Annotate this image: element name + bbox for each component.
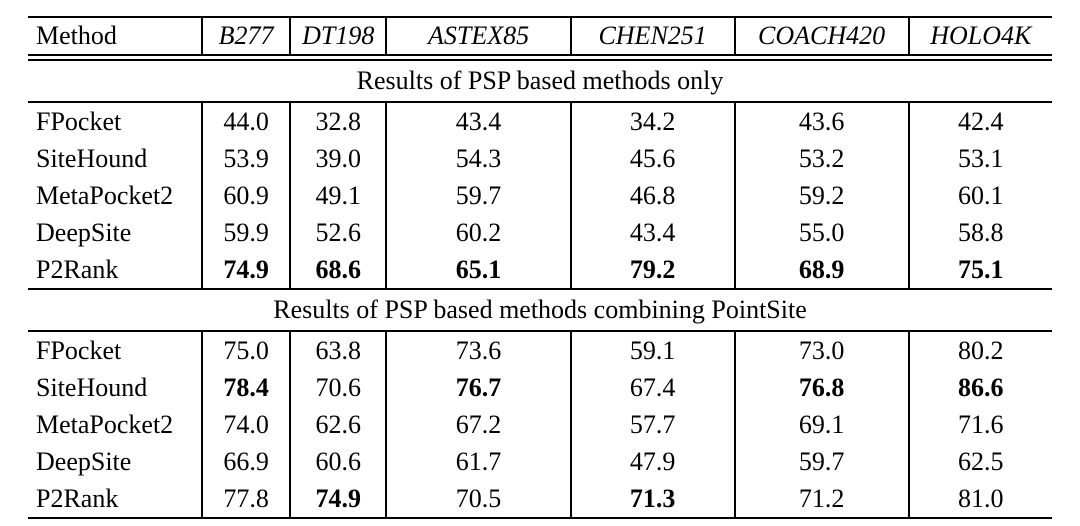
value-cell: 58.8	[907, 214, 1052, 251]
value-cell: 71.6	[907, 406, 1052, 443]
table-row: MetaPocket2 74.0 62.6 67.2 57.7 69.1 71.…	[28, 406, 1052, 443]
column-header-method: Method	[28, 17, 203, 61]
value-cell: 45.6	[569, 140, 735, 177]
value-cell: 80.2	[907, 331, 1052, 369]
value-cell: 60.1	[907, 177, 1052, 214]
value-cell: 59.1	[569, 331, 735, 369]
value-cell: 49.1	[289, 177, 387, 214]
table-header: Method B277 DT198 ASTEX85 CHEN251 COACH4…	[28, 17, 1052, 61]
table-row: FPocket 75.0 63.8 73.6 59.1 73.0 80.2	[28, 331, 1052, 369]
value-cell: 57.7	[569, 406, 735, 443]
section-title-row: Results of PSP based methods combining P…	[28, 288, 1052, 332]
value-cell: 76.7	[385, 369, 571, 406]
column-header-chen251: CHEN251	[569, 17, 735, 61]
value-cell: 44.0	[201, 102, 291, 140]
column-header-dt198: DT198	[289, 17, 387, 61]
method-name: DeepSite	[36, 218, 132, 247]
value-cell: 32.8	[289, 102, 387, 140]
value-cell: 59.9	[201, 214, 291, 251]
value-cell: 71.2	[733, 480, 909, 518]
value-cell: 67.4	[569, 369, 735, 406]
value-cell: 43.6	[733, 102, 909, 140]
value-cell: 74.9	[289, 480, 387, 518]
value-cell: 54.3	[385, 140, 571, 177]
value-cell: 59.7	[733, 443, 909, 480]
method-name: DeepSite	[36, 447, 132, 476]
value-cell: 74.9	[201, 251, 291, 289]
value-cell: 62.6	[289, 406, 387, 443]
value-cell: 53.9	[201, 140, 291, 177]
value-cell: 43.4	[385, 102, 571, 140]
value-cell: 63.8	[289, 331, 387, 369]
value-cell: 86.6	[907, 369, 1052, 406]
value-cell: 60.2	[385, 214, 571, 251]
method-name: P2Rank	[36, 484, 119, 513]
value-cell: 81.0	[907, 480, 1052, 518]
value-cell: 70.5	[385, 480, 571, 518]
value-cell: 70.6	[289, 369, 387, 406]
section-title-row: Results of PSP based methods only	[28, 56, 1052, 103]
value-cell: 75.0	[201, 331, 291, 369]
method-name: MetaPocket2	[36, 410, 174, 439]
value-cell: 75.1	[907, 251, 1052, 289]
value-cell: 59.7	[385, 177, 571, 214]
header-row: Method B277 DT198 ASTEX85 CHEN251 COACH4…	[28, 17, 1052, 61]
method-name: FPocket	[36, 107, 122, 136]
table-row: SiteHound 53.9 39.0 54.3 45.6 53.2 53.1	[28, 140, 1052, 177]
value-cell: 55.0	[733, 214, 909, 251]
method-name: MetaPocket2	[36, 181, 174, 210]
table-row: DeepSite 66.9 60.6 61.7 47.9 59.7 62.5	[28, 443, 1052, 480]
table-row: P2Rank 74.9 68.6 65.1 79.2 68.9 75.1	[28, 251, 1052, 289]
value-cell: 60.6	[289, 443, 387, 480]
method-name: P2Rank	[36, 255, 119, 284]
value-cell: 53.2	[733, 140, 909, 177]
value-cell: 60.9	[201, 177, 291, 214]
value-cell: 68.9	[733, 251, 909, 289]
value-cell: 53.1	[907, 140, 1052, 177]
value-cell: 67.2	[385, 406, 571, 443]
results-table-container: Method B277 DT198 ASTEX85 CHEN251 COACH4…	[28, 16, 1052, 519]
value-cell: 42.4	[907, 102, 1052, 140]
value-cell: 65.1	[385, 251, 571, 289]
value-cell: 74.0	[201, 406, 291, 443]
results-table: Method B277 DT198 ASTEX85 CHEN251 COACH4…	[28, 16, 1052, 519]
value-cell: 62.5	[907, 443, 1052, 480]
value-cell: 78.4	[201, 369, 291, 406]
value-cell: 73.0	[733, 331, 909, 369]
value-cell: 66.9	[201, 443, 291, 480]
value-cell: 34.2	[569, 102, 735, 140]
section-title-psp-pointsite: Results of PSP based methods combining P…	[28, 288, 1052, 332]
column-header-coach420: COACH420	[733, 17, 909, 61]
section-title-psp-only: Results of PSP based methods only	[28, 56, 1052, 103]
method-name: SiteHound	[36, 144, 148, 173]
value-cell: 73.6	[385, 331, 571, 369]
value-cell: 43.4	[569, 214, 735, 251]
value-cell: 52.6	[289, 214, 387, 251]
table-body: Results of PSP based methods only FPocke…	[28, 56, 1052, 518]
value-cell: 47.9	[569, 443, 735, 480]
value-cell: 68.6	[289, 251, 387, 289]
value-cell: 61.7	[385, 443, 571, 480]
table-row: SiteHound 78.4 70.6 76.7 67.4 76.8 86.6	[28, 369, 1052, 406]
column-header-holo4k: HOLO4K	[907, 17, 1052, 61]
value-cell: 71.3	[569, 480, 735, 518]
value-cell: 59.2	[733, 177, 909, 214]
column-header-b277: B277	[201, 17, 291, 61]
value-cell: 79.2	[569, 251, 735, 289]
table-row: DeepSite 59.9 52.6 60.2 43.4 55.0 58.8	[28, 214, 1052, 251]
value-cell: 39.0	[289, 140, 387, 177]
table-row: P2Rank 77.8 74.9 70.5 71.3 71.2 81.0	[28, 480, 1052, 518]
value-cell: 69.1	[733, 406, 909, 443]
method-name: FPocket	[36, 336, 122, 365]
column-header-astex85: ASTEX85	[385, 17, 571, 61]
value-cell: 76.8	[733, 369, 909, 406]
method-name: SiteHound	[36, 373, 148, 402]
table-row: MetaPocket2 60.9 49.1 59.7 46.8 59.2 60.…	[28, 177, 1052, 214]
table-row: FPocket 44.0 32.8 43.4 34.2 43.6 42.4	[28, 102, 1052, 140]
value-cell: 77.8	[201, 480, 291, 518]
value-cell: 46.8	[569, 177, 735, 214]
